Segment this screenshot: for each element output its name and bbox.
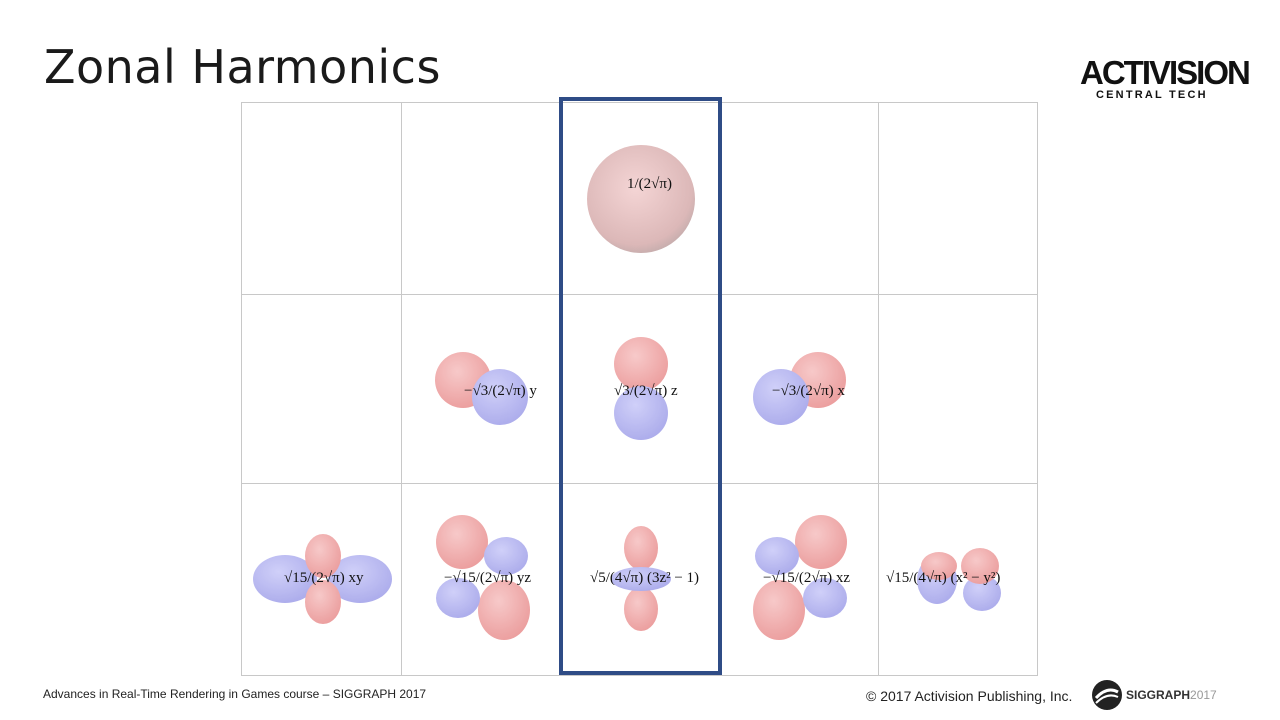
siggraph-year: 2017 [1190,688,1217,702]
formula-l1-m-1: −√3/(2√π) y [464,383,537,399]
lobe-l2-m-2 [253,534,392,624]
lobe-l2-m2 [917,548,1001,611]
siggraph-text: SIGGRAPH2017 [1126,688,1217,702]
formula-l2-m-1: −√15/(2√π) yz [444,570,532,586]
siggraph-logo: SIGGRAPH2017 [1090,678,1220,712]
activision-logo: ACTIVISION CENTRAL TECH [1076,56,1251,102]
slide-title: Zonal Harmonics [44,40,441,94]
formula-l2-m1: −√15/(2√π) xz [763,570,851,586]
lobe-l1-m0 [614,337,668,440]
logo-sub: CENTRAL TECH [1096,89,1208,101]
logo-main: ACTIVISION [1080,54,1251,91]
formula-l1-m1: −√3/(2√π) x [772,383,845,399]
formula-l2-m-2: √15/(2√π) xy [284,570,364,586]
siggraph-icon [1092,680,1122,710]
footer-copyright: © 2017 Activision Publishing, Inc. [866,688,1073,704]
lobe-l2-m-1 [436,515,530,640]
grid-cell-l2-m-1 [401,483,562,676]
grid-cell-empty [241,294,402,484]
formula-l0: 1/(2√π) [627,176,672,192]
siggraph-name: SIGGRAPH [1126,688,1191,702]
sh-grid [241,102,1038,676]
lobe-l1-m1 [753,352,846,425]
formula-l2-m2: √15/(4√π) (x² − y²) [886,570,1001,586]
formula-l1-m0: √3/(2√π) z [614,383,678,399]
formula-l2-m0: √5/(4√π) (3z² − 1) [590,570,700,586]
lobe-l2-m0 [611,526,671,631]
grid-cell-empty [401,102,562,295]
footer-course: Advances in Real-Time Rendering in Games… [43,687,427,701]
lobe-l0-sphere [587,145,695,253]
grid-cell-l2-m2 [878,483,1038,676]
lobe-l1-m-1 [435,352,528,425]
lobe-l2-m1 [753,515,847,640]
